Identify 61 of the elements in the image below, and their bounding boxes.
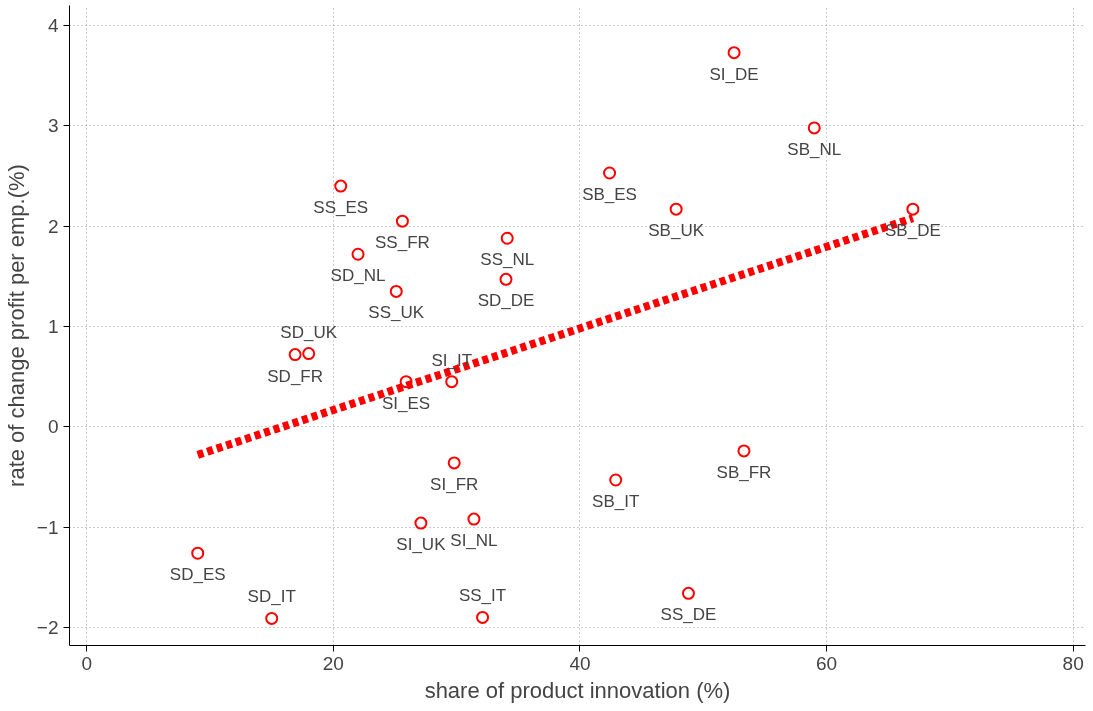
annotation: SI_DE bbox=[709, 64, 759, 84]
annotation: SB_ES bbox=[582, 185, 637, 205]
point bbox=[265, 611, 279, 625]
point bbox=[727, 46, 741, 60]
point bbox=[603, 166, 617, 180]
point bbox=[288, 348, 302, 362]
point bbox=[191, 546, 205, 560]
annotation: SD_DE bbox=[477, 291, 535, 311]
annotation: SD_UK bbox=[280, 322, 338, 342]
point bbox=[334, 179, 348, 193]
annotation: SB_NL bbox=[787, 139, 842, 159]
point bbox=[447, 456, 461, 470]
point bbox=[500, 231, 514, 245]
y-axis-title: rate of change profit per emp.(%) bbox=[3, 164, 29, 487]
annotation: SS_NL bbox=[480, 250, 535, 270]
x-tick-label: 80 bbox=[1062, 652, 1084, 674]
point bbox=[476, 610, 490, 624]
annotation: SB_FR bbox=[716, 462, 772, 482]
annotation: SI_FR bbox=[430, 474, 479, 494]
x-tick-label: 0 bbox=[81, 652, 93, 674]
y-tick-label: −2 bbox=[36, 616, 59, 638]
point bbox=[807, 121, 821, 135]
annotation: SI_UK bbox=[396, 535, 447, 555]
y-tick-label: 3 bbox=[47, 115, 59, 137]
point bbox=[681, 586, 695, 600]
point bbox=[737, 444, 751, 458]
annotation: SS_FR bbox=[375, 233, 430, 253]
y-tick-label: 1 bbox=[47, 316, 59, 337]
annotation: SB_UK bbox=[648, 221, 705, 241]
annotation: SB_DE bbox=[885, 221, 941, 241]
x-tick-label: 20 bbox=[322, 652, 344, 674]
annotation: SD_FR bbox=[267, 366, 324, 386]
point bbox=[395, 214, 409, 228]
annotation: SS_UK bbox=[368, 303, 425, 323]
annotation: SS_DE bbox=[660, 605, 717, 625]
x-tick-label: 40 bbox=[569, 652, 591, 674]
point bbox=[499, 272, 513, 286]
y-tick-label: 2 bbox=[47, 215, 59, 237]
annotation: SI_NL bbox=[450, 531, 498, 551]
annotation: SI_IT bbox=[431, 350, 473, 370]
y-tick-label: 4 bbox=[47, 15, 59, 37]
point bbox=[351, 247, 365, 261]
annotation: SS_IT bbox=[458, 586, 507, 606]
annotation: SD_ES bbox=[169, 565, 226, 585]
point bbox=[609, 473, 623, 487]
annotation: SD_NL bbox=[330, 266, 386, 286]
point bbox=[906, 202, 920, 216]
annotation: SI_ES bbox=[382, 393, 431, 413]
point bbox=[414, 516, 428, 530]
annotation: SS_ES bbox=[313, 198, 369, 218]
point bbox=[445, 375, 459, 389]
y-tick-label: 0 bbox=[47, 416, 59, 438]
x-tick-label: 60 bbox=[816, 652, 838, 674]
point bbox=[467, 512, 481, 526]
point bbox=[389, 284, 403, 298]
annotation: SD_IT bbox=[247, 587, 296, 607]
point bbox=[669, 202, 683, 216]
x-axis-title: share of product innovation (%) bbox=[424, 677, 731, 703]
point bbox=[302, 347, 316, 361]
y-tick-label: −1 bbox=[36, 516, 59, 538]
annotation: SB_IT bbox=[592, 491, 640, 511]
